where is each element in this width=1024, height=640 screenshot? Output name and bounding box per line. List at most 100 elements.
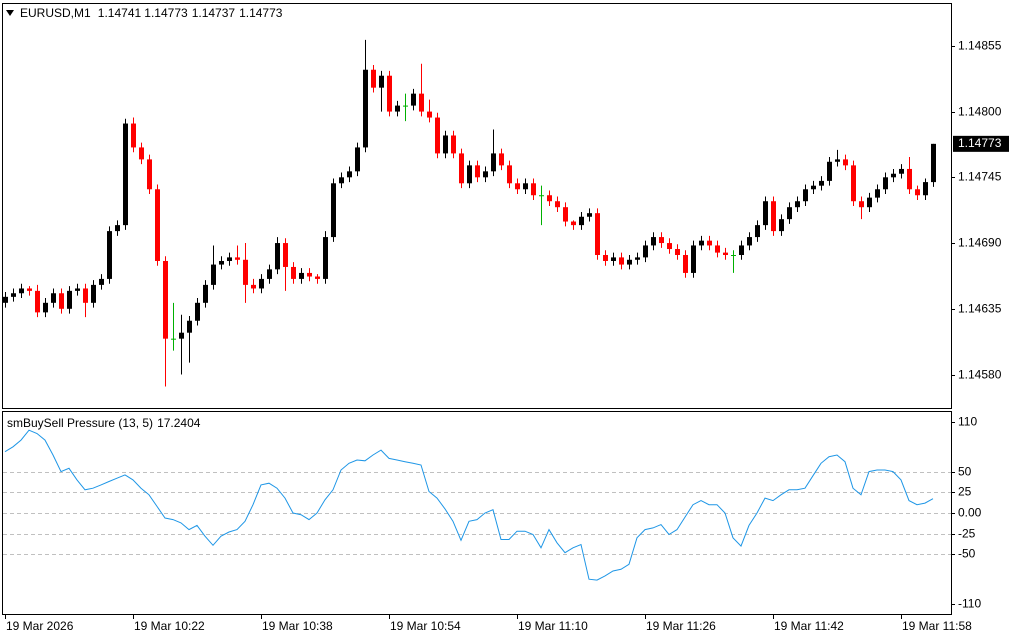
candle-body bbox=[771, 201, 776, 232]
candle-body bbox=[339, 177, 344, 184]
candle-body bbox=[787, 207, 792, 220]
x-tick-label: 19 Mar 11:10 bbox=[518, 619, 588, 633]
candle-body bbox=[627, 259, 632, 265]
symbol-header: EURUSD,M1 1.14741 1.14773 1.14737 1.14773 bbox=[20, 6, 283, 20]
candle-body bbox=[219, 260, 224, 265]
candle-body bbox=[483, 171, 488, 178]
candle-body bbox=[267, 269, 272, 279]
candle-body bbox=[155, 189, 160, 261]
x-tick-label: 19 Mar 10:38 bbox=[262, 619, 333, 633]
candle-body bbox=[139, 147, 144, 160]
candle-body bbox=[731, 255, 736, 257]
candle-body bbox=[579, 216, 584, 226]
candle-body bbox=[435, 117, 440, 154]
y-tick-label: 1.14690 bbox=[958, 236, 1002, 250]
indicator-title: smBuySell Pressure (13, 5) bbox=[7, 416, 153, 430]
low: 1.14737 bbox=[192, 6, 236, 20]
candle-body bbox=[123, 123, 128, 226]
candle-body bbox=[611, 257, 616, 261]
candle-body bbox=[283, 243, 288, 267]
candle-body bbox=[355, 147, 360, 172]
candle-body bbox=[803, 189, 808, 202]
candle-body bbox=[203, 284, 208, 303]
candle-body bbox=[51, 293, 56, 303]
candle-body bbox=[779, 219, 784, 232]
candle-body bbox=[75, 288, 80, 291]
candle-body bbox=[563, 207, 568, 222]
candle-body bbox=[659, 237, 664, 244]
y-tick-label: 1.14745 bbox=[958, 170, 1002, 184]
candle-body bbox=[643, 245, 648, 258]
candle-body bbox=[907, 168, 912, 190]
candle-body bbox=[515, 183, 520, 190]
last-price-box bbox=[953, 135, 1009, 152]
candle-body bbox=[363, 69, 368, 148]
candle-body bbox=[67, 290, 72, 309]
candle-body bbox=[115, 225, 120, 232]
candle-body bbox=[35, 290, 40, 313]
candle-body bbox=[835, 159, 840, 162]
y-tick-label: -110 bbox=[958, 597, 981, 611]
x-tick-label: 19 Mar 2026 bbox=[6, 619, 74, 633]
candle-body bbox=[59, 293, 64, 309]
candle-body bbox=[851, 165, 856, 202]
price-panel bbox=[2, 3, 952, 409]
candle-body bbox=[931, 143, 936, 183]
x-tick-label: 19 Mar 11:58 bbox=[902, 619, 972, 633]
indicator-header: smBuySell Pressure (13, 5) 17.2404 bbox=[7, 416, 201, 430]
candle-body bbox=[323, 237, 328, 279]
candle-body bbox=[763, 201, 768, 226]
indicator-value: 17.2404 bbox=[157, 416, 201, 430]
close: 1.14773 bbox=[239, 6, 283, 20]
last-price-label: 1.14773 bbox=[958, 136, 1002, 150]
candle-body bbox=[275, 243, 280, 270]
candle-body bbox=[43, 302, 48, 313]
candle-body bbox=[691, 245, 696, 273]
candle-body bbox=[523, 183, 528, 190]
candle-body bbox=[387, 75, 392, 112]
candle-body bbox=[347, 171, 352, 178]
candle-body bbox=[699, 240, 704, 246]
symbol: EURUSD,M1 bbox=[20, 6, 91, 20]
candle-body bbox=[739, 245, 744, 256]
candle-body bbox=[331, 183, 336, 238]
candle-body bbox=[379, 75, 384, 88]
candle-body bbox=[891, 173, 896, 178]
candle-body bbox=[243, 259, 248, 285]
candle-body bbox=[411, 93, 416, 106]
candle-body bbox=[395, 105, 400, 112]
candle-body bbox=[843, 159, 848, 166]
candle-body bbox=[163, 260, 168, 339]
candle-body bbox=[571, 221, 576, 226]
candle-body bbox=[91, 284, 96, 303]
y-tick-label: 50 bbox=[958, 465, 972, 479]
candle-body bbox=[707, 240, 712, 246]
y-tick-label: 1.14635 bbox=[958, 302, 1002, 316]
candle-body bbox=[539, 195, 544, 197]
candle-body bbox=[795, 201, 800, 208]
candle-body bbox=[467, 165, 472, 184]
candle-body bbox=[547, 195, 552, 202]
candle-body bbox=[235, 257, 240, 260]
candle-body bbox=[451, 135, 456, 154]
candle-body bbox=[867, 197, 872, 208]
candle-body bbox=[307, 272, 312, 277]
candle-body bbox=[507, 165, 512, 184]
candle-body bbox=[603, 255, 608, 261]
candle-body bbox=[683, 255, 688, 273]
candle-body bbox=[875, 189, 880, 198]
y-tick-label: 1.14580 bbox=[958, 368, 1002, 382]
candle-body bbox=[811, 185, 816, 190]
candle-body bbox=[131, 123, 136, 148]
candle-body bbox=[491, 153, 496, 172]
candle-body bbox=[747, 237, 752, 246]
candle-body bbox=[211, 264, 216, 285]
candle-body bbox=[827, 161, 832, 181]
candle-body bbox=[723, 252, 728, 256]
candle-body bbox=[315, 276, 320, 279]
candle-body bbox=[371, 69, 376, 88]
open: 1.14741 bbox=[98, 6, 142, 20]
candle-body bbox=[443, 135, 448, 154]
x-tick-label: 19 Mar 11:42 bbox=[774, 619, 844, 633]
candle-body bbox=[715, 245, 720, 253]
